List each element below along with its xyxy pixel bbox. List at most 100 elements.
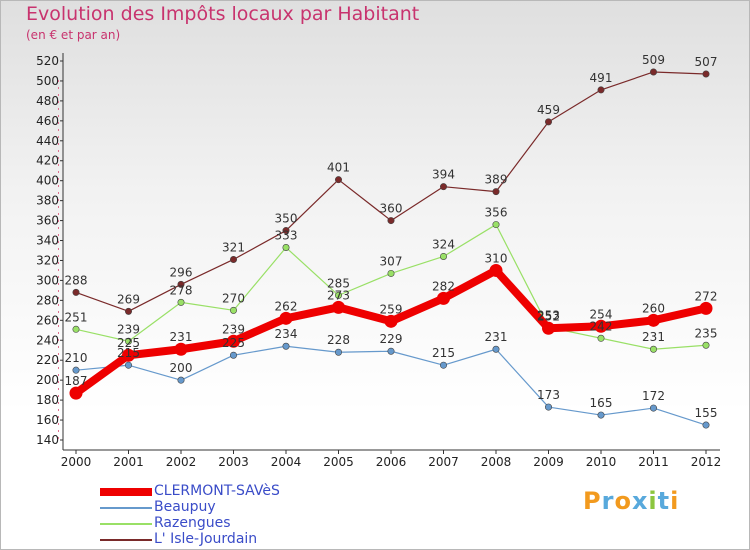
axis-dot [58,185,59,187]
data-point-clermont-saves[interactable] [69,386,83,400]
data-point-razengues[interactable] [72,325,80,333]
data-point-l-isle-jourdain[interactable] [439,183,447,191]
data-point-beaupuy[interactable] [439,361,447,369]
x-tick-label: 2004 [271,455,302,469]
data-point-beaupuy[interactable] [282,342,290,350]
data-point-beaupuy[interactable] [649,404,657,412]
legend-label-clermont-saves: CLERMONT-SAVèS [154,483,280,499]
legend-item-beaupuy[interactable]: Beaupuy [100,499,340,516]
x-tick-label: 2003 [218,455,249,469]
data-point-clermont-saves[interactable] [174,342,188,356]
data-label-l-isle-jourdain: 401 [327,161,350,175]
data-label-l-isle-jourdain: 288 [65,273,88,287]
data-point-razengues[interactable] [597,334,605,342]
data-label-razengues: 278 [170,283,193,297]
data-point-razengues[interactable] [649,345,657,353]
data-point-clermont-saves[interactable] [489,263,503,277]
data-point-clermont-saves[interactable] [279,311,293,325]
data-point-clermont-saves[interactable] [542,321,555,335]
data-point-razengues[interactable] [439,252,447,260]
data-point-l-isle-jourdain[interactable] [177,280,185,288]
data-label-clermont-saves: 259 [380,302,403,316]
legend-item-clermont-saves[interactable]: CLERMONT-SAVèS [100,483,340,500]
x-tick-label: 2000 [61,455,92,469]
data-point-l-isle-jourdain[interactable] [597,86,605,94]
axis-dot [58,101,59,103]
data-label-razengues: 324 [432,237,455,251]
data-point-clermont-saves[interactable] [384,314,398,328]
axis-dot [58,206,59,208]
y-tick-label: 340 [36,234,59,248]
data-point-razengues[interactable] [125,337,133,345]
data-point-clermont-saves[interactable] [699,301,713,315]
data-point-razengues[interactable] [387,269,395,277]
data-point-beaupuy[interactable] [230,351,238,359]
data-point-beaupuy[interactable] [492,345,500,353]
x-tick-label: 2010 [586,455,617,469]
data-point-razengues[interactable] [282,244,290,252]
logo-letter: o [614,487,632,515]
data-point-clermont-saves[interactable] [437,291,450,305]
logo-letter: x [631,487,649,515]
x-tick-label: 2001 [113,455,144,469]
data-point-l-isle-jourdain[interactable] [544,118,552,126]
data-point-l-isle-jourdain[interactable] [230,255,238,263]
data-point-beaupuy[interactable] [125,361,133,369]
data-point-beaupuy[interactable] [177,376,185,384]
y-tick-label: 220 [36,353,59,367]
data-point-l-isle-jourdain[interactable] [125,307,133,315]
data-point-beaupuy[interactable] [387,347,395,355]
data-point-beaupuy[interactable] [702,421,710,429]
axis-dot [58,262,59,264]
data-point-l-isle-jourdain[interactable] [649,68,657,76]
axis-dot [58,122,59,124]
axis-dot [58,409,59,411]
data-point-l-isle-jourdain[interactable] [334,176,342,184]
axis-dot [58,304,59,306]
data-point-l-isle-jourdain[interactable] [702,70,710,78]
axis-dot [58,227,59,229]
data-point-clermont-saves[interactable] [647,313,660,327]
data-point-razengues[interactable] [177,298,185,306]
data-point-clermont-saves[interactable] [332,300,345,314]
data-point-razengues[interactable] [230,306,238,314]
data-point-razengues[interactable] [492,221,500,229]
data-point-beaupuy[interactable] [72,366,80,374]
y-tick-label: 400 [36,174,59,188]
data-point-beaupuy[interactable] [544,403,552,411]
axis-dot [58,325,59,327]
data-label-razengues: 242 [590,319,613,333]
axis-dot [58,395,59,397]
data-point-clermont-saves[interactable] [227,334,240,348]
data-label-clermont-saves: 260 [642,301,665,315]
data-point-clermont-saves[interactable] [594,319,608,333]
data-label-razengues: 253 [537,308,560,322]
x-axis: 2000 2001 2002 2003 2004 2005 2006 2007 2008 2009… [61,449,721,469]
legend-label-beaupuy: Beaupuy [154,499,216,515]
axis-dot [58,199,59,201]
data-label-beaupuy: 234 [275,327,298,341]
y-tick-label: 240 [36,333,59,347]
legend-item-l-isle-jourdain[interactable]: L' Isle-Jourdain [100,531,340,548]
data-point-beaupuy[interactable] [597,411,605,419]
data-point-l-isle-jourdain[interactable] [387,217,395,225]
axis-dot [58,374,59,376]
data-label-razengues: 270 [222,291,245,305]
y-tick-label: 260 [36,313,59,327]
series-line-beaupuy [75,345,707,426]
data-point-beaupuy[interactable] [334,348,342,356]
data-point-clermont-saves[interactable] [122,348,135,362]
y-tick-label: 160 [36,413,59,427]
data-point-l-isle-jourdain[interactable] [492,188,500,196]
data-point-l-isle-jourdain[interactable] [72,288,80,296]
data-point-razengues[interactable] [702,341,710,349]
data-label-clermont-saves: 272 [695,289,718,303]
axis-dot [58,311,59,313]
data-label-beaupuy: 210 [65,351,88,365]
data-point-razengues[interactable] [334,291,342,299]
axis-dot [58,346,59,348]
legend-item-razengues[interactable]: Razengues [100,515,340,532]
axis-dot [58,381,59,383]
data-point-l-isle-jourdain[interactable] [282,227,290,235]
data-label-razengues: 235 [695,326,718,340]
